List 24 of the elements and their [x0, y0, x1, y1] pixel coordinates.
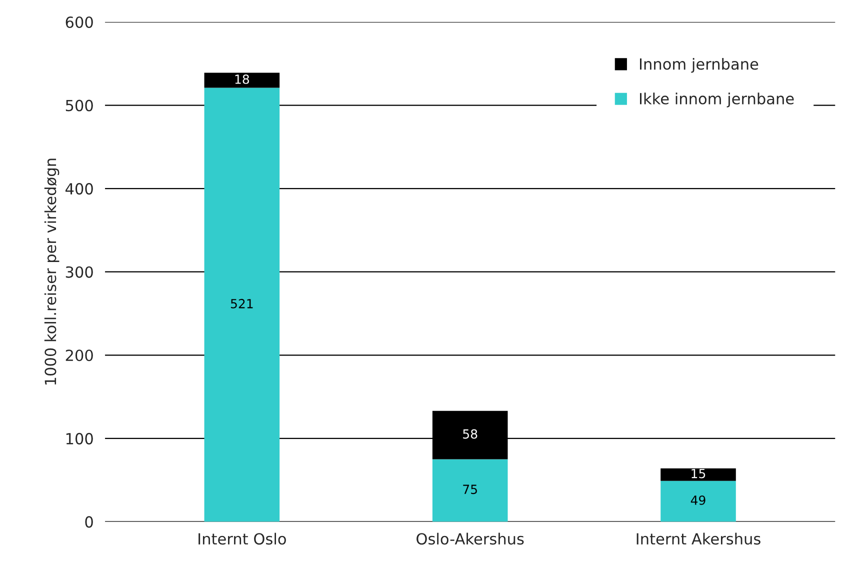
bar — [660, 468, 736, 481]
legend-label: Innom jernbane — [640, 58, 758, 73]
data-label: 58 — [463, 429, 478, 439]
x-tick-label: Oslo-Akershus — [416, 532, 524, 545]
y-tick-label: 500 — [66, 100, 93, 112]
data-label: 49 — [690, 495, 706, 505]
bar — [660, 480, 736, 522]
y-tick-label: 400 — [66, 183, 93, 195]
x-tick-label: Internt Akershus — [636, 532, 760, 545]
bar — [204, 72, 280, 88]
data-label: 15 — [692, 468, 706, 478]
y-tick-label: 200 — [66, 350, 93, 362]
data-label: 18 — [235, 74, 250, 84]
y-tick-label: 600 — [66, 16, 93, 28]
y-axis-title: 1000 koll.reiser per virkedøgn — [44, 158, 60, 385]
bar — [432, 459, 508, 522]
x-tick-label: Internt Oslo — [198, 532, 286, 545]
y-tick-label: 300 — [66, 266, 93, 278]
data-label: 75 — [463, 484, 477, 494]
bar — [204, 88, 280, 522]
y-tick-label: 0 — [85, 516, 93, 528]
data-label: 521 — [230, 298, 253, 308]
legend-label: Ikke innom jernbane — [640, 92, 794, 108]
y-tick-label: 100 — [66, 432, 93, 444]
